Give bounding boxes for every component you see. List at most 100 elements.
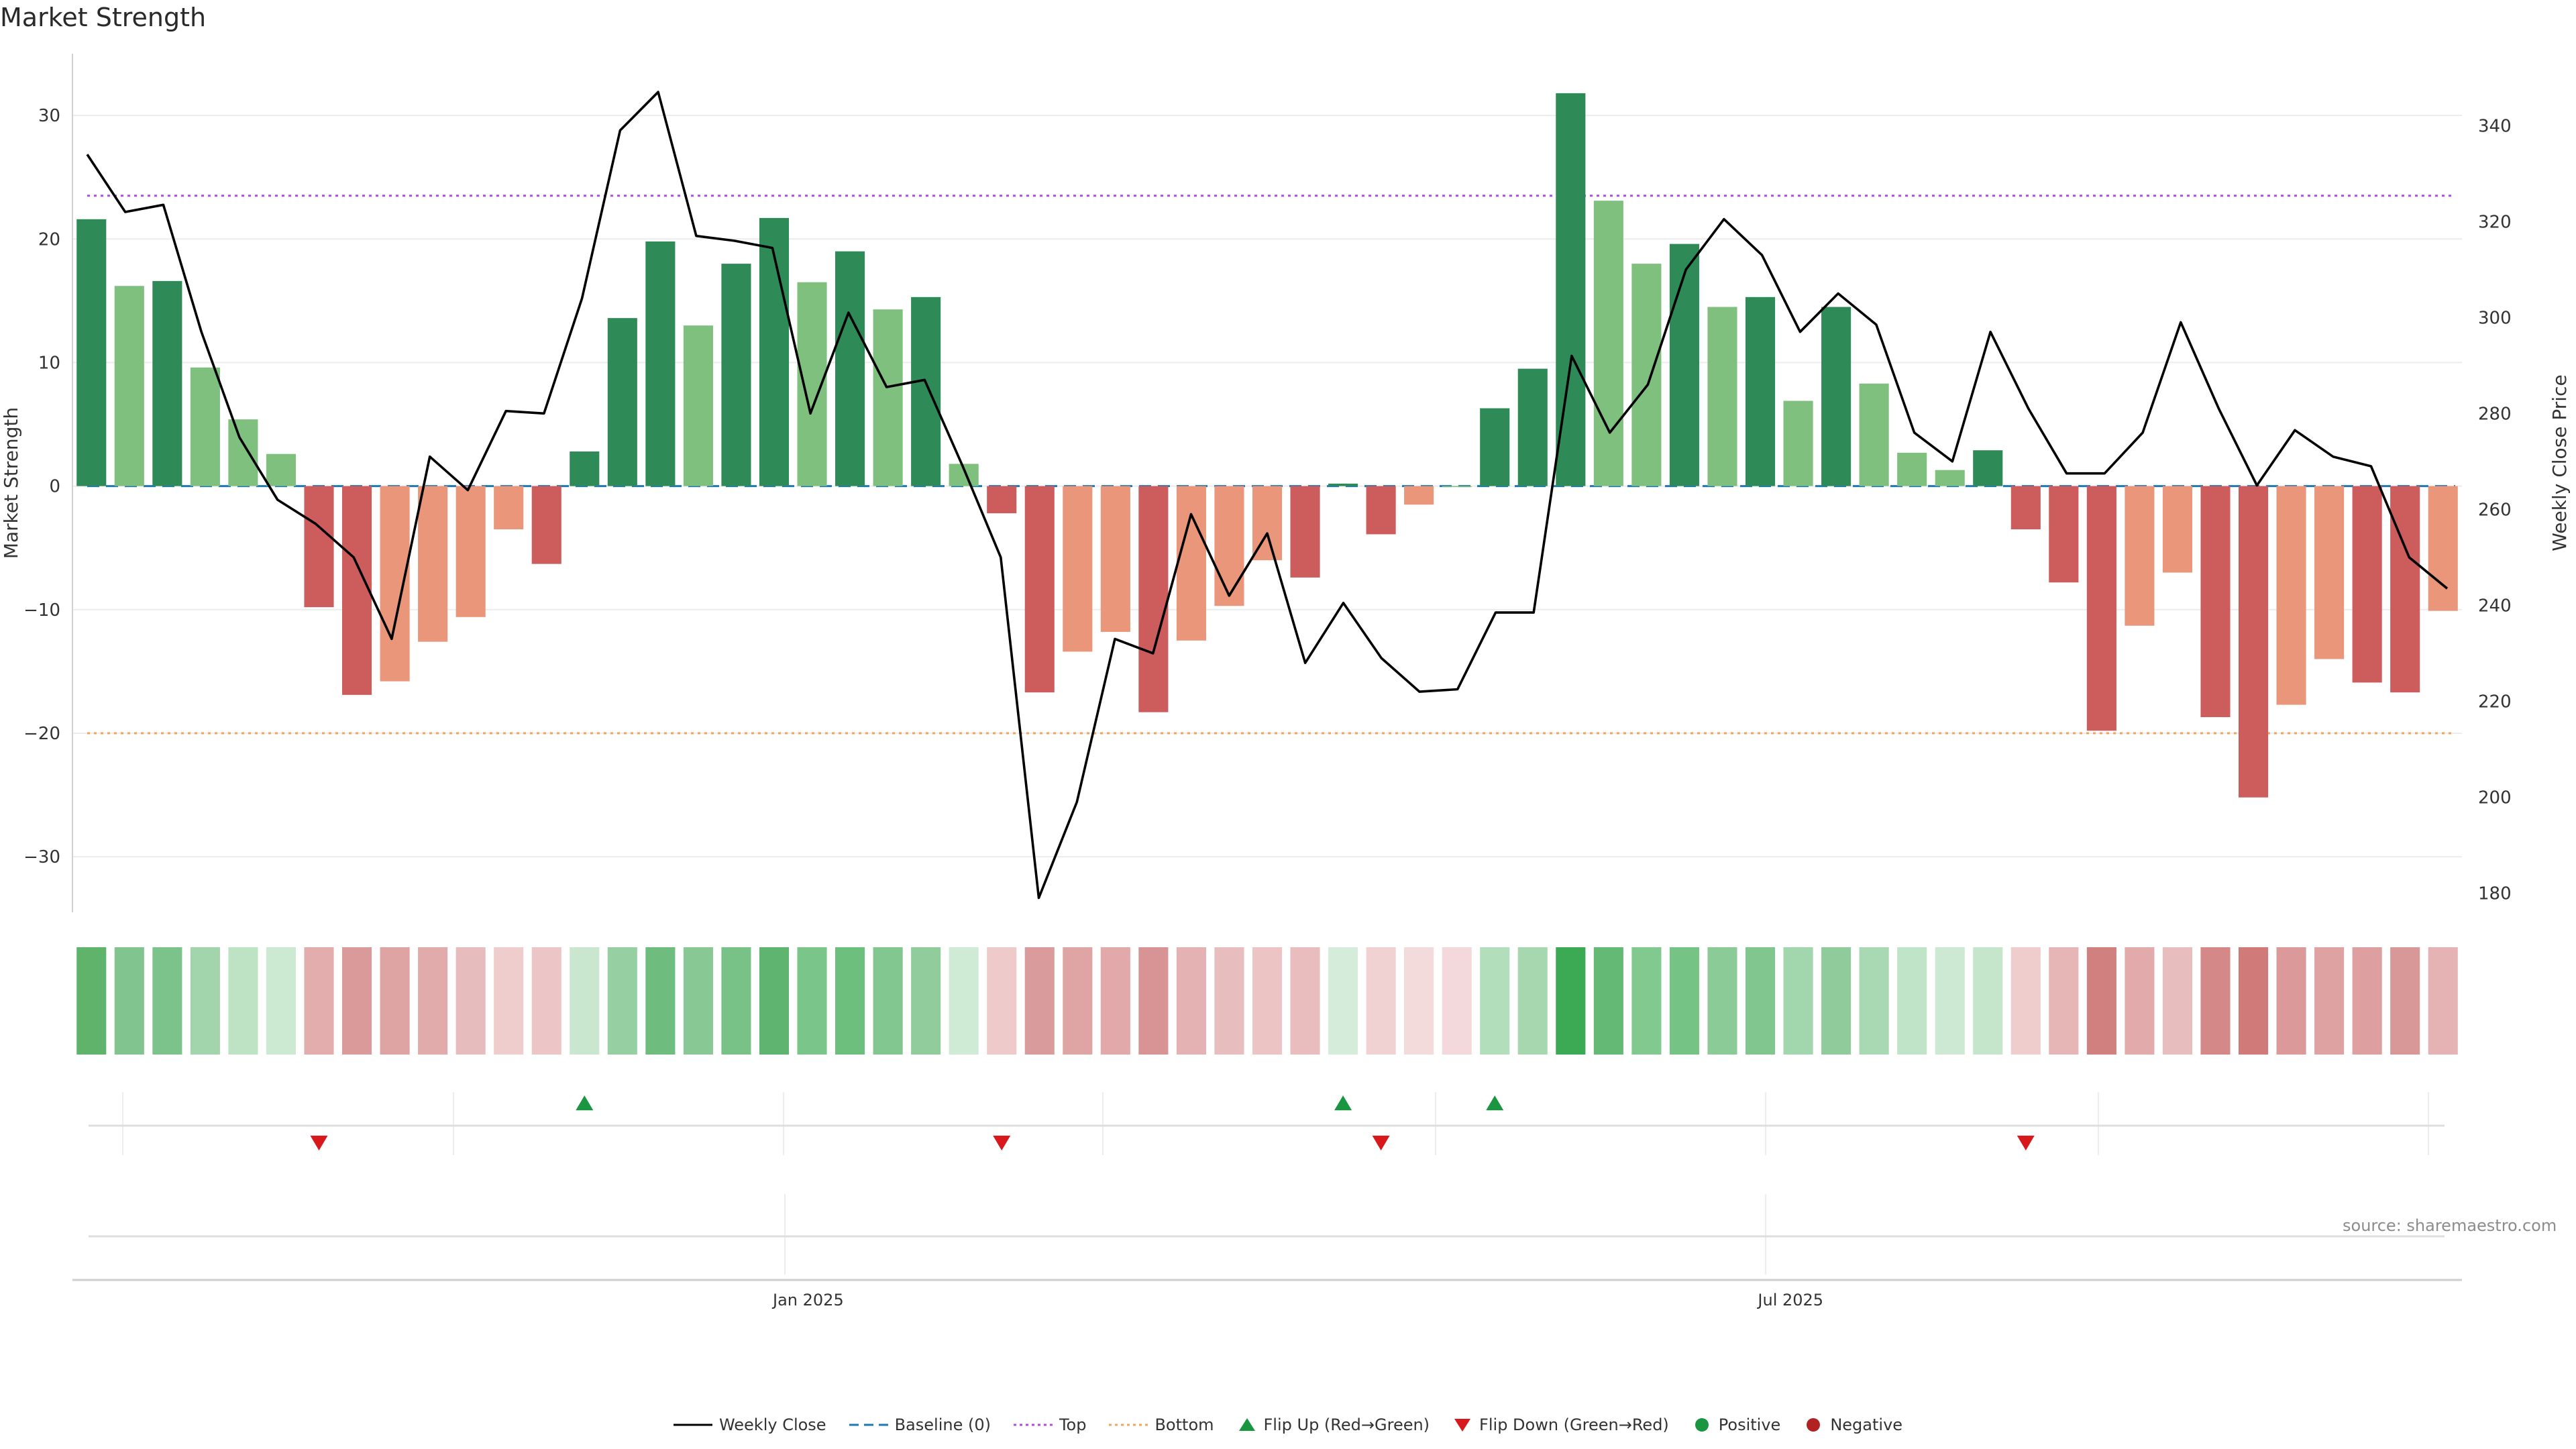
heat-cell bbox=[835, 947, 865, 1055]
legend-swatch bbox=[1013, 1424, 1053, 1426]
heat-cell bbox=[1480, 947, 1510, 1055]
negative-bar bbox=[494, 486, 524, 530]
y2-axis-title: Weekly Close Price bbox=[2548, 374, 2571, 551]
legend-label: Positive bbox=[1718, 1415, 1781, 1434]
negative-bar bbox=[1100, 486, 1130, 632]
y-tick-label: −30 bbox=[23, 847, 60, 867]
heat-cell bbox=[1783, 947, 1813, 1055]
heat-cell bbox=[418, 947, 448, 1055]
heat-cell bbox=[190, 947, 220, 1055]
positive-bar bbox=[1631, 264, 1662, 486]
heat-cell bbox=[1745, 947, 1776, 1055]
positive-bar bbox=[645, 241, 676, 486]
legend-item: Positive bbox=[1692, 1415, 1781, 1434]
positive-bar bbox=[873, 309, 903, 486]
legend-label: Negative bbox=[1830, 1415, 1903, 1434]
positive-bar bbox=[1669, 244, 1699, 486]
heat-cell bbox=[1973, 947, 2003, 1055]
negative-bar bbox=[2428, 486, 2458, 611]
positive-bar bbox=[1745, 297, 1776, 486]
flip-down-marker bbox=[310, 1135, 328, 1150]
heat-cell bbox=[2314, 947, 2345, 1055]
legend-label: Flip Down (Green→Red) bbox=[1479, 1415, 1669, 1434]
positive-bar bbox=[1480, 408, 1510, 486]
negative-bar bbox=[341, 486, 372, 695]
negative-bar bbox=[380, 486, 410, 682]
positive-bar bbox=[1897, 452, 1927, 486]
weekly-close-series bbox=[86, 91, 2449, 900]
heat-cell bbox=[1063, 947, 1093, 1055]
weekly-close-line bbox=[86, 91, 2449, 900]
negative-bar bbox=[418, 486, 448, 642]
heat-cell bbox=[1100, 947, 1130, 1055]
x-tick-label: Jan 2025 bbox=[771, 1291, 844, 1309]
heat-cell bbox=[1214, 947, 1244, 1055]
y2-tick-label: 220 bbox=[2478, 692, 2512, 712]
heat-cell bbox=[1138, 947, 1169, 1055]
positive-bar bbox=[570, 451, 600, 486]
axes: 30 20 10 0 −10 −20 −30 Market Strength 340 320 300… bbox=[0, 54, 2571, 912]
heat-cell bbox=[380, 947, 410, 1055]
heat-cell bbox=[531, 947, 561, 1055]
legend-label: Weekly Close bbox=[718, 1415, 826, 1434]
heat-cell bbox=[152, 947, 182, 1055]
positive-bar bbox=[683, 325, 713, 486]
heat-cell bbox=[911, 947, 941, 1055]
positive-bar bbox=[1328, 483, 1358, 486]
legend-label: Baseline (0) bbox=[894, 1415, 991, 1434]
heat-cell bbox=[1517, 947, 1548, 1055]
legend-dot-swatch bbox=[1807, 1418, 1821, 1432]
heat-cell bbox=[1897, 947, 1927, 1055]
negative-bar bbox=[2125, 486, 2155, 626]
positive-bar bbox=[152, 280, 182, 486]
negative-bar bbox=[455, 486, 486, 617]
negative-bar bbox=[2086, 486, 2116, 731]
y-tick-label: 0 bbox=[49, 477, 60, 497]
legend-swatch bbox=[849, 1424, 888, 1426]
heat-cell bbox=[1859, 947, 1889, 1055]
heat-cell bbox=[1593, 947, 1623, 1055]
heat-cell bbox=[2086, 947, 2116, 1055]
heat-cell bbox=[1404, 947, 1434, 1055]
heat-cell bbox=[1707, 947, 1737, 1055]
legend-swatch bbox=[1109, 1424, 1148, 1426]
heat-cell bbox=[2390, 947, 2420, 1055]
heat-cell bbox=[76, 947, 107, 1055]
heat-cell bbox=[645, 947, 676, 1055]
positive-bar bbox=[190, 367, 220, 486]
heat-cell bbox=[228, 947, 258, 1055]
y2-tick-label: 200 bbox=[2478, 788, 2512, 808]
legend-swatch bbox=[1695, 1418, 1709, 1432]
heat-cell bbox=[1328, 947, 1358, 1055]
negative-bar bbox=[2200, 486, 2231, 718]
heat-cell bbox=[2162, 947, 2193, 1055]
negative-bar bbox=[1404, 486, 1434, 505]
heat-cell bbox=[455, 947, 486, 1055]
positive-bar bbox=[1935, 470, 1965, 486]
legend-swatch bbox=[1454, 1419, 1471, 1432]
legend-item: Weekly Close bbox=[673, 1415, 826, 1434]
negative-bar bbox=[1176, 486, 1206, 641]
heat-cell bbox=[797, 947, 827, 1055]
heat-cell bbox=[2010, 947, 2041, 1055]
negative-bar bbox=[2162, 486, 2193, 573]
heat-cell bbox=[873, 947, 903, 1055]
legend-label: Top bbox=[1059, 1415, 1087, 1434]
positive-bar bbox=[835, 251, 865, 486]
legend-item: Top bbox=[1013, 1415, 1087, 1434]
heat-cell bbox=[114, 947, 144, 1055]
flip-up-marker bbox=[1486, 1095, 1504, 1111]
flip-down-marker bbox=[2017, 1135, 2035, 1150]
heat-cell bbox=[1366, 947, 1396, 1055]
positive-bar bbox=[1556, 93, 1586, 486]
heat-cell bbox=[2125, 947, 2155, 1055]
heat-cell bbox=[1252, 947, 1283, 1055]
strength-bars bbox=[76, 93, 2458, 798]
negative-bar bbox=[1063, 486, 1093, 652]
legend-swatch bbox=[673, 1424, 712, 1426]
negative-bar bbox=[531, 486, 561, 564]
legend-item: Baseline (0) bbox=[849, 1415, 991, 1434]
positive-bar bbox=[114, 286, 144, 486]
